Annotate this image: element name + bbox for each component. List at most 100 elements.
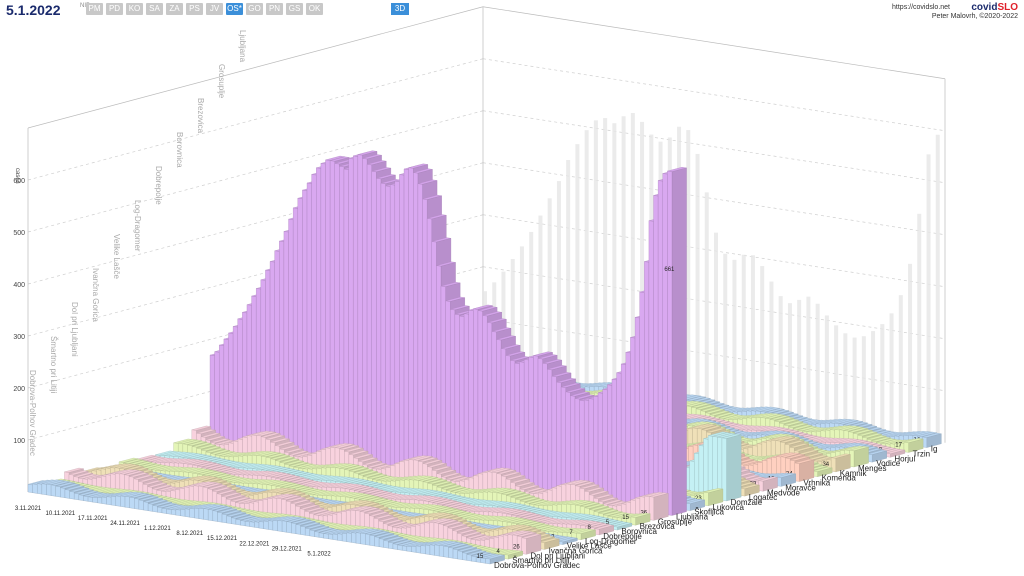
- y-tick-label: 500: [13, 230, 25, 237]
- region-button-za[interactable]: ZA: [166, 3, 183, 15]
- bar-front: [556, 381, 562, 499]
- ghost-bar: [852, 337, 857, 429]
- site-url[interactable]: https://covidslo.net: [892, 4, 950, 11]
- ghost-bar: [760, 266, 765, 414]
- bar-front: [426, 218, 432, 479]
- bar-front: [357, 154, 363, 468]
- ghost-bar: [908, 263, 913, 437]
- ghost-bar: [529, 231, 534, 378]
- bar-front: [269, 261, 275, 454]
- bar-front: [311, 174, 317, 461]
- y-grid-back: [482, 58, 946, 132]
- bar-front: [639, 291, 645, 512]
- back-wall-label: Ivančna Gorica: [91, 268, 100, 322]
- ghost-bar: [556, 181, 561, 383]
- bar-front: [625, 352, 631, 510]
- region-button-pn[interactable]: PN: [266, 3, 283, 15]
- ghost-bar: [834, 325, 839, 426]
- y-grid-back: [482, 110, 946, 184]
- bar-front: [316, 167, 322, 461]
- bar-front: [242, 312, 248, 450]
- current-date: 5.1.2022: [6, 2, 61, 18]
- region-button-jv[interactable]: JV: [206, 3, 223, 15]
- ghost-bar: [732, 259, 737, 410]
- bar-front: [413, 172, 419, 477]
- bar-front: [653, 195, 659, 514]
- toggle-3d-button[interactable]: 3D: [391, 3, 409, 15]
- row-municipality-label: Trzin: [913, 449, 930, 458]
- bar-front: [219, 344, 225, 446]
- bar-front: [385, 185, 391, 472]
- ghost-bar: [621, 116, 626, 393]
- ghost-bar: [871, 331, 876, 432]
- bar-side: [726, 434, 742, 502]
- ghost-bar: [824, 315, 829, 425]
- bar-front: [232, 326, 238, 448]
- region-button-sa[interactable]: SA: [146, 3, 163, 15]
- bar-front: [362, 158, 368, 469]
- bar-front: [477, 310, 483, 487]
- bar-front: [283, 231, 289, 456]
- ghost-bar: [640, 121, 645, 396]
- back-wall-label: Dobrepolje: [154, 166, 163, 205]
- ghost-bar: [815, 303, 820, 423]
- y-grid-left: [27, 58, 484, 181]
- row-municipality-label: Horjul: [894, 454, 915, 463]
- region-button-os-star[interactable]: OS*: [226, 3, 243, 15]
- region-button-go[interactable]: GO: [246, 3, 263, 15]
- ghost-bar: [519, 246, 524, 377]
- ghost-bar: [510, 259, 515, 376]
- y-tick-label: 300: [13, 334, 25, 341]
- region-button-ps[interactable]: PS: [186, 3, 203, 15]
- bar-front: [279, 240, 285, 456]
- ghost-bar: [704, 192, 709, 406]
- ghost-bar: [538, 215, 543, 380]
- bar-front: [667, 170, 673, 516]
- bar-front: [306, 182, 312, 460]
- ghost-bar: [741, 254, 746, 412]
- region-button-gs[interactable]: GS: [286, 3, 303, 15]
- region-button-ko[interactable]: KO: [126, 3, 143, 15]
- bar-front: [533, 355, 539, 495]
- ghost-bar: [575, 144, 580, 386]
- bar-front: [339, 166, 345, 465]
- bar-front: [468, 309, 474, 485]
- brand-logo: covidSLO: [971, 2, 1018, 13]
- ghost-bar: [898, 295, 903, 436]
- bar-front: [694, 453, 700, 497]
- bar-front: [265, 269, 271, 454]
- bar-front: [473, 308, 479, 486]
- y-grid-back: [482, 162, 946, 236]
- ghost-bar: [695, 153, 700, 404]
- region-button-pm[interactable]: PM: [86, 3, 103, 15]
- ghost-bar: [593, 120, 598, 389]
- bar-front: [524, 359, 529, 494]
- bar-front: [293, 207, 298, 458]
- bar-front: [634, 317, 640, 511]
- row-latest-value: 17: [895, 442, 902, 448]
- ghost-bar: [612, 123, 617, 391]
- ghost-bar: [787, 303, 792, 419]
- region-button-pd[interactable]: PD: [106, 3, 123, 15]
- bar-front: [454, 314, 460, 483]
- bar-front: [657, 180, 663, 515]
- ghost-bar: [889, 313, 894, 435]
- bar-front: [403, 168, 409, 475]
- bar-front: [648, 220, 654, 513]
- y-tick-label: 600: [13, 178, 25, 185]
- bar-front: [320, 163, 326, 462]
- ghost-bar: [926, 154, 931, 440]
- bar-front: [260, 279, 266, 453]
- bar-front: [487, 322, 492, 488]
- row-municipality-label: Ig: [931, 445, 938, 454]
- bar-front: [542, 363, 548, 497]
- bar-front: [621, 363, 626, 509]
- region-button-ok[interactable]: OK: [306, 3, 323, 15]
- row-municipality-label: Mengeš: [858, 464, 886, 473]
- bar-side: [653, 493, 669, 521]
- bar-front: [237, 318, 243, 449]
- back-wall-label: Log-Dragomer: [133, 200, 142, 252]
- back-wall-label: Dobrova-Polhov Gradec: [28, 370, 37, 456]
- bar-side: [671, 167, 687, 516]
- bar-front: [288, 218, 294, 457]
